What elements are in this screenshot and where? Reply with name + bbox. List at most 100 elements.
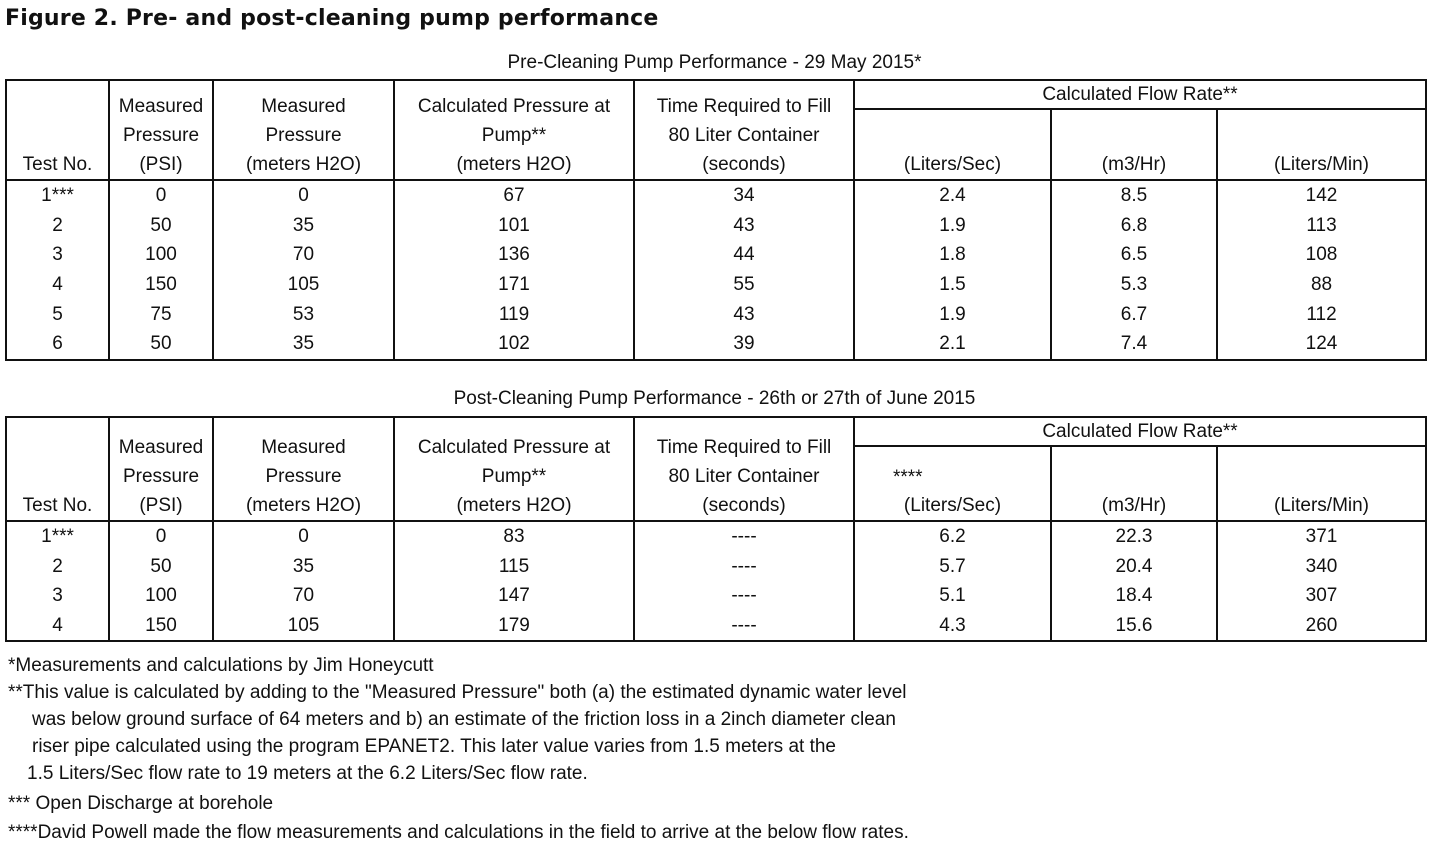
cell-flow-lpm: 113: [1215, 210, 1428, 241]
cell-fill-time: 43: [633, 210, 855, 241]
cell-fill-time: 55: [633, 269, 855, 300]
footnote: *Measurements and calculations by Jim Ho…: [8, 655, 434, 676]
cell-flow-lpm: 307: [1215, 581, 1428, 611]
cell-measured-m: 35: [212, 210, 395, 241]
cell-flow-lps: 5.1: [853, 581, 1052, 611]
cell-test-no: 1***: [5, 180, 110, 211]
cell-measured-m: 53: [212, 299, 395, 329]
cell-flow-lpm: 260: [1215, 610, 1428, 642]
cell-measured-psi: 50: [108, 551, 214, 582]
cell-calc-pressure: 101: [393, 210, 635, 241]
cell-test-no: 2: [5, 551, 110, 582]
cell-measured-psi: 150: [108, 269, 214, 300]
cell-measured-psi: 150: [108, 610, 214, 642]
table-row: 3 100 70 147 ---- 5.1 18.4 307: [5, 581, 1428, 611]
cell-measured-psi: 50: [108, 328, 214, 360]
footnote: was below ground surface of 64 meters an…: [32, 709, 896, 730]
column-header-flow-lps: (Liters/Sec): [853, 109, 1052, 181]
table-row: 2 50 35 101 43 1.9 6.8 113: [5, 210, 1428, 241]
cell-flow-lpm: 142: [1215, 180, 1428, 211]
cell-flow-m3hr: 6.8: [1050, 210, 1218, 241]
cell-flow-m3hr: 6.5: [1050, 240, 1218, 270]
cell-flow-lps: 2.4: [853, 180, 1052, 211]
cell-test-no: 4: [5, 269, 110, 300]
cell-flow-lpm: 88: [1215, 269, 1428, 300]
cell-calc-pressure: 136: [393, 240, 635, 270]
cell-flow-lps: 5.7: [853, 551, 1052, 582]
cell-flow-m3hr: 7.4: [1050, 328, 1218, 360]
sub-header-label: (Liters/Sec): [903, 154, 1002, 175]
cell-calc-pressure: 147: [393, 581, 635, 611]
column-header-calc-pressure: Calculated Pressure at Pump** (meters H2…: [393, 80, 635, 181]
footnote: *** Open Discharge at borehole: [8, 793, 274, 814]
column-header-test-no: Test No.: [5, 417, 110, 522]
column-header-flow-lpm: (Liters/Min): [1215, 446, 1428, 522]
cell-fill-time: ----: [633, 551, 855, 582]
sub-header-row: (Liters/Sec) (m3/Hr) (Liters/Min): [6, 109, 1428, 181]
cell-fill-time: 44: [633, 240, 855, 270]
column-header-flow-lpm: (Liters/Min): [1215, 109, 1428, 181]
sub-header-label: (Liters/Min): [1274, 495, 1370, 516]
sub-header-label: (Liters/Sec): [903, 495, 1002, 516]
cell-flow-m3hr: 5.3: [1050, 269, 1218, 300]
cell-flow-lpm: 371: [1215, 521, 1428, 552]
cell-measured-m: 0: [212, 180, 395, 211]
cell-fill-time: 43: [633, 299, 855, 329]
cell-flow-lps: 1.5: [853, 269, 1052, 300]
cell-measured-psi: 75: [108, 299, 214, 329]
cell-fill-time: 39: [633, 328, 855, 360]
cell-flow-m3hr: 20.4: [1050, 551, 1218, 582]
post-cleaning-table: Test No. Measured Pressure (PSI) Measured …: [5, 416, 1428, 643]
sub-header-label: (m3/Hr): [1101, 154, 1167, 175]
cell-measured-psi: 0: [108, 180, 214, 211]
footnote: 1.5 Liters/Sec flow rate to 19 meters at…: [27, 763, 588, 784]
group-header-flow-rate: Calculated Flow Rate**: [852, 80, 1428, 110]
table-row: 3 100 70 136 44 1.8 6.5 108: [5, 240, 1428, 270]
pre-cleaning-table: Test No. Measured Pressure (PSI) Measured …: [5, 79, 1428, 361]
cell-flow-m3hr: 18.4: [1050, 581, 1218, 611]
cell-test-no: 3: [5, 240, 110, 270]
cell-flow-lps: 1.8: [853, 240, 1052, 270]
column-header-test-no: Test No.: [5, 80, 110, 181]
cell-flow-m3hr: 8.5: [1050, 180, 1218, 211]
footnote: riser pipe calculated using the program …: [32, 736, 836, 757]
cell-test-no: 6: [5, 328, 110, 360]
cell-calc-pressure: 83: [393, 521, 635, 552]
cell-test-no: 1***: [5, 521, 110, 552]
footnote: **This value is calculated by adding to …: [8, 682, 907, 703]
post-cleaning-caption: Post-Cleaning Pump Performance - 26th or…: [453, 388, 976, 409]
sub-header-row: **** (Liters/Sec) (m3/Hr) (Liters/Min): [6, 446, 1428, 522]
cell-flow-m3hr: 6.7: [1050, 299, 1218, 329]
sub-header-note: ****: [893, 467, 923, 488]
cell-flow-lps: 1.9: [853, 210, 1052, 241]
cell-measured-m: 35: [212, 328, 395, 360]
cell-measured-m: 70: [212, 581, 395, 611]
cell-test-no: 2: [5, 210, 110, 241]
column-header-fill-time: Time Required to Fill 80 Liter Container…: [633, 417, 855, 522]
cell-calc-pressure: 171: [393, 269, 635, 300]
header-row: Test No. Measured Pressure (PSI) Measured …: [5, 80, 1428, 181]
table-row: 6 50 35 102 39 2.1 7.4 124: [5, 328, 1428, 360]
cell-measured-psi: 0: [108, 521, 214, 552]
cell-flow-lpm: 340: [1215, 551, 1428, 582]
table-row: 2 50 35 115 ---- 5.7 20.4 340: [5, 551, 1428, 582]
table-row: 1*** 0 0 83 ---- 6.2 22.3 371: [5, 521, 1428, 552]
header-row: Test No. Measured Pressure (PSI) Measured …: [5, 417, 1428, 522]
cell-measured-m: 35: [212, 551, 395, 582]
cell-fill-time: ----: [633, 521, 855, 552]
cell-calc-pressure: 119: [393, 299, 635, 329]
footnotes: *Measurements and calculations by Jim Ho…: [8, 652, 909, 846]
cell-measured-m: 0: [212, 521, 395, 552]
cell-fill-time: ----: [633, 610, 855, 642]
column-header-flow-lps: **** (Liters/Sec): [853, 446, 1052, 522]
group-header-flow-rate: Calculated Flow Rate**: [852, 417, 1428, 447]
cell-calc-pressure: 179: [393, 610, 635, 642]
cell-flow-lps: 1.9: [853, 299, 1052, 329]
sub-header-label: (m3/Hr): [1101, 495, 1167, 516]
cell-measured-psi: 50: [108, 210, 214, 241]
cell-flow-m3hr: 22.3: [1050, 521, 1218, 552]
column-header-calc-pressure: Calculated Pressure at Pump** (meters H2…: [393, 417, 635, 522]
cell-calc-pressure: 102: [393, 328, 635, 360]
cell-calc-pressure: 115: [393, 551, 635, 582]
cell-fill-time: 34: [633, 180, 855, 211]
